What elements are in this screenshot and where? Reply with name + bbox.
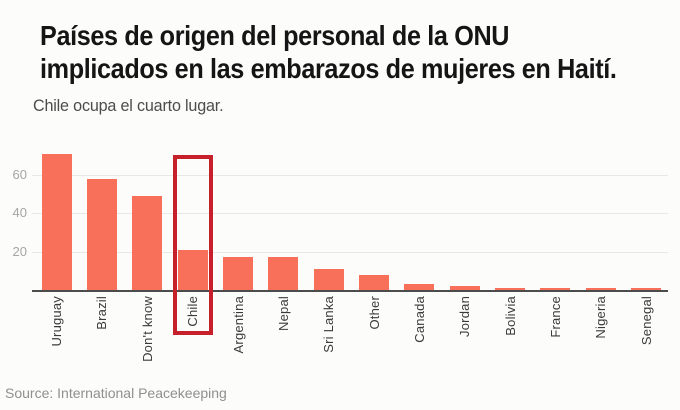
x-tick-label-text-don-t-know: Don't know xyxy=(139,296,155,362)
x-tick-label-france: France xyxy=(546,296,564,338)
chart-title: Países de origen del personal de la ONU … xyxy=(40,19,617,85)
x-tick-label-nepal: Nepal xyxy=(274,296,292,331)
bar-france xyxy=(540,288,571,290)
bar-nigeria xyxy=(585,288,616,290)
x-tick-label-text-uruguay: Uruguay xyxy=(49,296,65,347)
chart-title-line-2: implicados en las embarazos de mujeres e… xyxy=(40,53,617,84)
x-tick-label-text-canada: Canada xyxy=(411,296,427,343)
chart-title-line-1: Países de origen del personal de la ONU xyxy=(40,20,510,51)
x-tick-label-text-other: Other xyxy=(366,296,382,330)
x-tick-label-text-france: France xyxy=(547,296,563,338)
x-tick-label-text-senegal: Senegal xyxy=(638,296,654,346)
x-tick-label-canada: Canada xyxy=(410,296,428,343)
x-tick-label-nigeria: Nigeria xyxy=(592,296,610,339)
bar-nepal xyxy=(268,257,299,290)
bar-canada xyxy=(404,284,435,290)
x-tick-label-uruguay: Uruguay xyxy=(48,296,66,347)
x-tick-label-text-bolivia: Bolivia xyxy=(502,296,518,336)
x-tick-label-chile: Chile xyxy=(184,296,202,327)
x-tick-label-text-brazil: Brazil xyxy=(94,296,110,330)
x-tick-label-text-sri-lanka: Sri Lanka xyxy=(321,296,337,353)
bar-argentina xyxy=(223,257,253,290)
x-tick-label-sri-lanka: Sri Lanka xyxy=(320,296,338,353)
bar-bolivia xyxy=(495,288,526,290)
bar-jordan xyxy=(449,286,480,290)
y-tick-label-60: 60 xyxy=(12,166,27,182)
bar-other xyxy=(359,274,390,290)
bar-don-t-know xyxy=(132,195,163,290)
x-tick-label-other: Other xyxy=(365,296,383,330)
bar-chile xyxy=(177,249,208,290)
gridline-60 xyxy=(32,174,668,176)
y-tick-label-20: 20 xyxy=(12,243,27,259)
gridline-40 xyxy=(32,213,668,215)
x-tick-label-bolivia: Bolivia xyxy=(501,296,519,336)
x-tick-label-senegal: Senegal xyxy=(637,296,655,345)
x-tick-label-argentina: Argentina xyxy=(229,296,247,353)
bar-uruguay xyxy=(41,153,72,290)
source-attribution: Source: International Peacekeeping xyxy=(5,385,227,401)
x-tick-label-text-argentina: Argentina xyxy=(230,296,246,354)
x-tick-label-jordan: Jordan xyxy=(456,296,474,337)
x-axis-line xyxy=(32,290,668,292)
bar-sri-lanka xyxy=(313,268,344,290)
x-tick-label-brazil: Brazil xyxy=(93,296,111,330)
x-tick-label-text-nepal: Nepal xyxy=(275,296,291,331)
y-tick-label-40: 40 xyxy=(12,205,27,221)
gridline-20 xyxy=(32,251,668,253)
chart-subtitle: Chile ocupa el cuarto lugar. xyxy=(33,96,224,115)
bar-brazil xyxy=(86,178,117,290)
x-tick-label-don-t-know: Don't know xyxy=(138,296,156,362)
bar-senegal xyxy=(631,288,662,290)
x-tick-label-text-chile: Chile xyxy=(185,296,201,327)
x-tick-label-text-nigeria: Nigeria xyxy=(593,296,609,339)
x-tick-label-text-jordan: Jordan xyxy=(457,296,473,337)
